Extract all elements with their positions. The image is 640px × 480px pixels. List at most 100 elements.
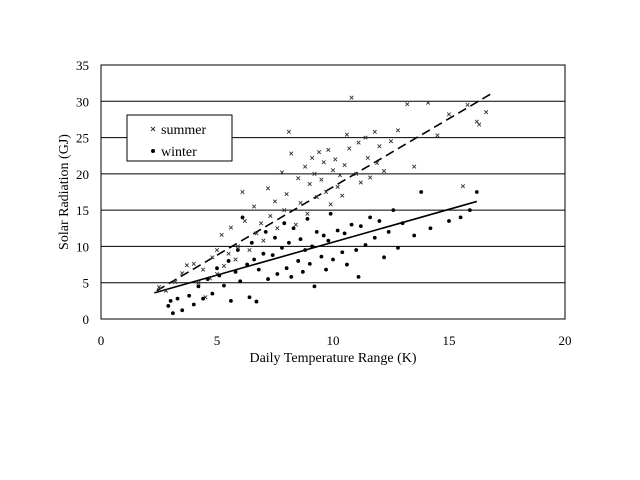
point-summer [374, 160, 380, 166]
point-winter [229, 298, 233, 303]
point-winter [412, 233, 417, 238]
point-summer [272, 199, 278, 204]
point-winter [474, 190, 479, 194]
point-winter [217, 273, 222, 278]
point-winter [382, 255, 386, 260]
x-tick-label: 20 [559, 333, 572, 348]
y-axis-title: Solar Radiation (GJ) [57, 134, 72, 250]
point-summer [347, 146, 352, 151]
point-winter [180, 308, 185, 313]
y-tick-label: 20 [76, 167, 89, 182]
point-summer [233, 257, 238, 262]
point-winter [345, 262, 349, 267]
point-winter [201, 296, 205, 301]
point-winter [377, 219, 382, 223]
point-summer [242, 218, 247, 224]
point-winter [191, 302, 196, 307]
point-summer [296, 176, 301, 181]
point-winter [349, 222, 354, 227]
plot-frame [100, 64, 566, 320]
point-summer [363, 135, 368, 140]
point-winter [254, 299, 259, 304]
point-summer [321, 160, 326, 165]
point-winter [331, 257, 335, 262]
x-tick-labels: 0 5 10 15 20 [98, 333, 572, 348]
point-summer [335, 184, 340, 190]
point-summer [289, 151, 294, 156]
point-summer [221, 263, 227, 269]
point-winter [305, 216, 310, 221]
point-winter [282, 221, 287, 226]
point-summer [358, 180, 363, 185]
point-summer [342, 163, 347, 168]
point-summer [214, 247, 220, 253]
point-summer [426, 100, 431, 105]
point-winter [222, 283, 226, 288]
point-winter [386, 230, 391, 234]
point-summer [365, 155, 370, 161]
point-summer [180, 271, 185, 276]
point-summer [196, 280, 201, 285]
point-winter [321, 233, 326, 238]
point-summer [316, 149, 322, 155]
point-summer [258, 221, 264, 226]
point-summer [282, 208, 287, 213]
point-winter [319, 254, 324, 259]
point-winter [310, 244, 315, 249]
point-winter [356, 275, 361, 279]
point-summer [307, 181, 312, 187]
point-summer [484, 110, 489, 115]
point-summer [303, 164, 308, 169]
point-summer [228, 225, 234, 230]
point-winter [280, 245, 284, 250]
point-winter [372, 235, 377, 240]
point-winter [205, 277, 210, 281]
point-winter [273, 235, 277, 240]
point-summer [323, 189, 329, 195]
point-summer [340, 193, 345, 198]
trendline-winter [154, 200, 478, 294]
point-winter [247, 295, 252, 300]
legend-summer-label: summer [161, 123, 206, 138]
point-winter [396, 245, 400, 250]
point-summer [284, 192, 289, 197]
point-summer [184, 263, 189, 268]
point-winter [296, 259, 301, 263]
point-summer [405, 102, 410, 107]
point-summer [435, 133, 440, 138]
point-summer [388, 139, 394, 144]
point-summer [305, 211, 310, 216]
y-tick-label: 10 [76, 239, 89, 254]
point-winter [291, 226, 296, 231]
point-winter [391, 208, 396, 213]
point-summer [354, 171, 359, 176]
point-summer [395, 128, 401, 133]
point-summer [326, 147, 331, 153]
point-summer [328, 202, 333, 207]
point-winter [226, 259, 231, 263]
point-summer [356, 140, 361, 145]
point-summer [261, 238, 266, 243]
point-winter [340, 250, 345, 255]
point-summer [465, 102, 470, 108]
point-winter [467, 208, 472, 213]
point-summer [265, 186, 271, 191]
point-winter [358, 224, 363, 229]
legend-winter-marker [151, 149, 155, 153]
point-winter [270, 253, 275, 258]
legend-winter-label: winter [161, 145, 197, 160]
point-summer [191, 261, 196, 266]
point-winter [240, 215, 245, 220]
point-winter [328, 211, 333, 216]
point-winter [368, 215, 373, 220]
point-winter [419, 190, 424, 194]
point-summer [349, 95, 354, 100]
point-summer [412, 164, 417, 169]
point-summer [200, 267, 206, 272]
point-winter [314, 230, 319, 234]
point-winter [354, 248, 359, 252]
point-summer [268, 213, 273, 219]
point-summer [368, 175, 373, 180]
y-tick-labels: 0 5 10 15 20 25 30 35 [76, 58, 89, 327]
legend-summer-marker [150, 126, 156, 132]
